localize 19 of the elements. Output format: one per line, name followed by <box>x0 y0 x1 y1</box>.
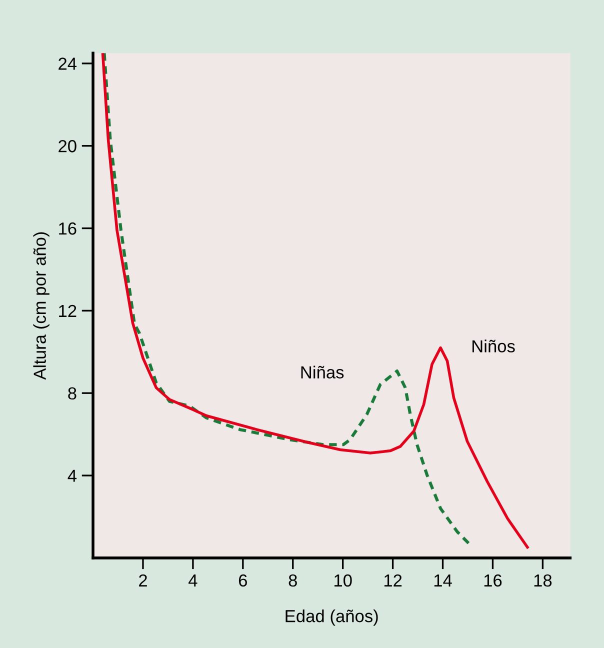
x-tick-label: 8 <box>288 574 297 587</box>
x-tick-label: 6 <box>238 574 247 587</box>
y-tick-label: 8 <box>68 387 76 400</box>
x-tick-label: 2 <box>139 574 147 586</box>
y-tick-label: 20 <box>58 140 76 152</box>
x-tick-label: 16 <box>484 574 502 587</box>
x-tick-label: 10 <box>334 574 352 587</box>
x-tick-label: 18 <box>534 574 552 587</box>
x-axis-title: Edad (años) <box>286 610 378 626</box>
x-tick-label: 12 <box>384 574 402 586</box>
y-tick-label: 12 <box>59 304 76 317</box>
y-axis-title: Altura (cm por año) <box>33 232 50 380</box>
y-tick-label: 24 <box>58 58 77 70</box>
x-tick-label: 4 <box>188 574 198 586</box>
y-tick-label: 4 <box>68 470 77 482</box>
y-tick-label: 16 <box>59 222 76 235</box>
text: Niñas <box>301 366 344 378</box>
x-tick-label: 14 <box>434 574 452 586</box>
series-label: Niños <box>472 340 515 352</box>
